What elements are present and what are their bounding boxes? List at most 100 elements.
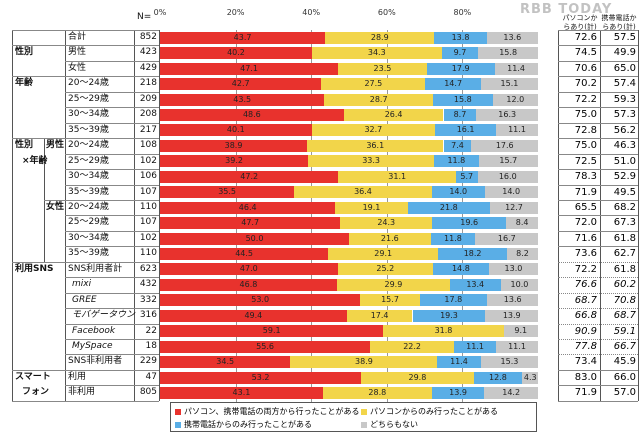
bar-segment-2: 17.4	[346, 309, 413, 322]
bar-segment-2: 36.1	[307, 139, 444, 152]
bar-segment-3: 11.1	[454, 340, 497, 353]
bar-segment-3: 13.4	[449, 278, 501, 291]
row-divider	[65, 169, 159, 171]
bar-segment-1: 44.5	[160, 248, 329, 260]
legend: パソコン、携帯電話の両方から行ったことがある パソコンからのみ行ったことがある 携帯…	[170, 402, 537, 432]
bar-segment-1: 38.9	[160, 139, 308, 152]
bar-segment-4: 8.4	[506, 217, 538, 230]
mobile-total: 49.9	[613, 47, 636, 59]
row-divider	[12, 45, 159, 47]
row-n: 22	[145, 325, 157, 336]
row-divider	[558, 199, 638, 201]
bar-segment-1: 53.0	[160, 294, 361, 307]
row-divider	[65, 107, 159, 109]
table-border	[12, 30, 13, 401]
bar-segment-2: 32.7	[311, 124, 436, 137]
bar-segment-1: 43.1	[160, 387, 323, 400]
row-n: 805	[139, 387, 157, 398]
mobile-total: 59.1	[613, 325, 636, 337]
bar-segment-1: 49.4	[160, 309, 347, 322]
mobile-total: 68.2	[613, 201, 636, 213]
mobile-total: 45.9	[613, 356, 636, 368]
pc-total: 65.5	[574, 201, 597, 213]
row-divider	[558, 323, 638, 325]
row-divider	[12, 369, 159, 371]
legend-label: パソコンからのみ行ったことがある	[370, 407, 498, 416]
row-n: 432	[139, 279, 157, 290]
row-label: 20～24歳	[68, 78, 109, 89]
bar-segment-2: 28.8	[322, 387, 432, 400]
row-label: SNS利用者計	[68, 263, 123, 274]
pc-total: 72.0	[574, 217, 597, 229]
row-n: 18	[145, 341, 157, 351]
bar-segment-3: 15.8	[432, 93, 493, 106]
bar-segment-4: 14.0	[484, 186, 538, 199]
row-divider	[65, 354, 159, 356]
bar-segment-1: 40.1	[160, 124, 312, 137]
bar-segment-1: 47.1	[160, 62, 339, 75]
bar-segment-2: 26.4	[343, 108, 444, 121]
bar-segment-4: 16.3	[476, 108, 538, 121]
pc-total: 78.3	[574, 171, 597, 183]
row-n: 102	[139, 155, 157, 166]
bar-segment-1: 40.2	[160, 47, 312, 60]
bar-segment-2: 31.8	[383, 325, 504, 338]
mobile-total: 61.8	[613, 263, 636, 275]
row-label: Facebook	[72, 325, 116, 336]
bar-segment-4: 11.1	[496, 124, 538, 137]
mobile-total: 62.7	[613, 248, 636, 260]
row-label: 合計	[68, 32, 87, 42]
bar-segment-1: 46.8	[160, 278, 337, 291]
bar-segment-3: 14.8	[432, 263, 489, 276]
bar-segment-2: 22.2	[370, 340, 455, 353]
bar-segment-4: 8.2	[507, 248, 538, 260]
bar-segment-1: 43.7	[160, 31, 326, 44]
row-subgroup-label: 女性	[46, 201, 65, 212]
x-tick-label: 20%	[226, 8, 245, 17]
mobile-total: 61.8	[613, 232, 636, 244]
pc-total: 70.6	[574, 62, 597, 74]
pc-total: 76.6	[574, 279, 597, 291]
row-divider	[558, 261, 638, 263]
bar-segment-3: 13.8	[434, 31, 487, 44]
row-divider	[558, 30, 638, 31]
row-n: 102	[139, 232, 157, 243]
mobile-total: 66.7	[613, 341, 636, 352]
row-n: 209	[139, 93, 157, 104]
mobile-total: 56.2	[613, 124, 636, 136]
x-tick-label: 80%	[453, 8, 472, 17]
pc-total: 72.6	[574, 32, 597, 43]
bar-segment-4: 13.6	[486, 31, 538, 44]
row-label: 非利用	[68, 387, 96, 398]
row-label: 25～29歳	[68, 93, 109, 104]
bar-segment-2: 28.7	[324, 93, 433, 106]
row-divider	[558, 107, 638, 109]
x-tick-label: 60%	[377, 8, 396, 17]
bar-segment-2: 36.4	[294, 186, 432, 199]
right-header-mobile: 携帯電話からあり(計)	[601, 14, 637, 31]
row-n: 218	[139, 78, 157, 89]
row-label: 25～29歳	[68, 155, 109, 166]
row-divider	[65, 246, 159, 248]
mobile-total: 70.8	[613, 294, 636, 306]
pc-total: 90.9	[574, 325, 597, 337]
legend-swatch	[361, 408, 367, 415]
row-group-label: スマート	[15, 371, 51, 382]
row-divider	[558, 91, 638, 93]
pc-total: 83.0	[574, 371, 597, 383]
watermark: RBB TODAY	[520, 2, 613, 17]
row-divider	[558, 169, 638, 171]
gridline	[386, 30, 388, 402]
bar-segment-1: 47.0	[160, 263, 338, 276]
bar-segment-3: 17.9	[426, 62, 495, 75]
row-label: 30～34歳	[68, 171, 109, 182]
pc-total: 74.5	[574, 47, 597, 59]
pc-total: 75.0	[574, 140, 597, 152]
mobile-total: 68.7	[613, 310, 636, 322]
pc-total: 73.6	[574, 248, 597, 260]
row-label: mixi	[72, 279, 92, 290]
legend-item: 携帯電話からのみ行ったことがある	[175, 419, 312, 430]
bar-segment-1: 43.5	[160, 93, 325, 106]
row-divider	[558, 292, 638, 294]
legend-label: どちらもない	[370, 420, 418, 429]
